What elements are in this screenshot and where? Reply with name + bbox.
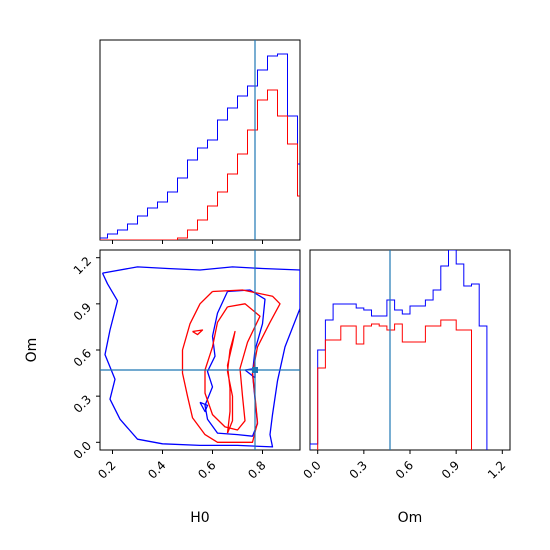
tick-label-Om-x: 0.3 — [347, 458, 370, 481]
truth-marker — [252, 367, 258, 373]
hist-Om-red-series — [317, 319, 472, 450]
hist-H0-red-series — [100, 89, 300, 240]
contour-blue-1 — [204, 289, 266, 437]
xlabel-H0: H0 — [190, 510, 209, 526]
tick-label-Om-y: 0.6 — [71, 346, 94, 369]
tick-label-H0-x: 0.6 — [195, 458, 218, 481]
tick-label-Om-y: 0.0 — [71, 439, 94, 462]
tick-label-Om-x: 1.2 — [485, 458, 508, 481]
panel-frame-hist-H0 — [99, 39, 301, 241]
xlabel-Om: Om — [398, 510, 423, 526]
tick-label-Om-y: 0.3 — [71, 392, 94, 415]
contour-red-6 — [226, 330, 236, 434]
contour-red-7 — [192, 329, 204, 336]
tick-label-Om-x: 0.6 — [393, 458, 416, 481]
tick-label-H0-x: 0.2 — [95, 458, 118, 481]
panel-hist-Om: 0.0 0.3 0.6 0.9 1.2 — [300, 249, 511, 482]
contour-blue-2 — [199, 401, 209, 413]
hist-H0-blue-series — [100, 53, 300, 239]
contour-red-4 — [181, 289, 281, 443]
tick-label-Om-x: 0.9 — [439, 458, 462, 481]
panel-contour-H0-Om: 0.2 0.4 0.6 0.8 0.0 0.3 0.6 0.9 1.2 — [71, 249, 301, 482]
panel-hist-H0 — [99, 39, 301, 244]
tick-label-H0-x: 0.8 — [245, 458, 268, 481]
tick-label-Om-y: 1.2 — [71, 254, 94, 277]
tick-label-Om-y: 0.9 — [71, 300, 94, 323]
tick-label-Om-x: 0.0 — [300, 458, 323, 481]
panel-frame-contour — [99, 249, 301, 451]
panel-frame-hist-Om — [309, 249, 511, 451]
hist-Om-blue-series — [310, 250, 488, 450]
ylabel-Om: Om — [24, 338, 40, 363]
contour-blue-0 — [101, 266, 300, 448]
contour-red-5 — [204, 303, 261, 431]
tick-label-H0-x: 0.4 — [145, 458, 168, 481]
